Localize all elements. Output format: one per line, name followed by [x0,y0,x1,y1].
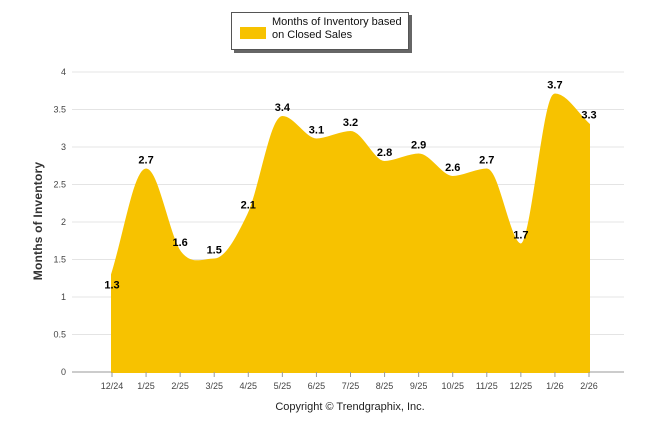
y-tick-label: 1 [61,292,66,302]
y-tick-label: 3.5 [53,105,66,115]
x-tick-label: 6/25 [308,381,326,391]
data-label: 1.5 [207,245,222,257]
data-label: 3.4 [275,102,291,114]
x-tick-label: 7/25 [342,381,360,391]
legend-label: Months of Inventory based on Closed Sale… [272,16,402,41]
copyright-footer: Copyright © Trendgraphix, Inc. [275,401,425,413]
x-tick-label: 1/26 [546,381,564,391]
x-tick-label: 12/25 [510,381,533,391]
x-tick-label: 9/25 [410,381,428,391]
x-tick-label: 3/25 [205,381,223,391]
x-tick-label: 2/25 [171,381,189,391]
y-tick-label: 3 [61,142,66,152]
data-label: 1.3 [104,280,119,292]
data-label: 2.7 [138,155,153,167]
y-tick-label: 0 [61,367,66,377]
x-tick-label: 11/25 [476,381,498,391]
data-label: 3.3 [581,110,596,122]
x-tick-label: 1/25 [137,381,155,391]
x-tick-label: 10/25 [441,381,464,391]
data-label: 2.7 [479,155,494,167]
data-label: 2.6 [445,162,460,174]
data-label: 2.8 [377,147,392,159]
y-tick-label: 1.5 [53,255,66,265]
x-tick-label: 4/25 [240,381,258,391]
data-label: 1.6 [172,237,187,249]
x-tick-label: 8/25 [376,381,394,391]
y-axis-title: Months of Inventory [31,161,45,281]
x-tick-label: 2/26 [580,381,598,391]
legend: Months of Inventory based on Closed Sale… [231,12,409,50]
y-tick-label: 2.5 [53,180,66,190]
data-label: 2.9 [411,140,426,152]
y-tick-label: 4 [61,67,66,77]
data-label: 2.1 [241,200,256,212]
y-tick-label: 0.5 [53,330,66,340]
legend-swatch [240,27,266,39]
series-area [111,93,590,373]
data-label: 1.7 [513,230,528,242]
data-label: 3.1 [309,125,324,137]
y-tick-label: 2 [61,217,66,227]
x-tick-label: 12/24 [101,381,124,391]
data-label: 3.2 [343,117,358,129]
data-label: 3.7 [547,80,562,92]
x-tick-label: 5/25 [274,381,292,391]
